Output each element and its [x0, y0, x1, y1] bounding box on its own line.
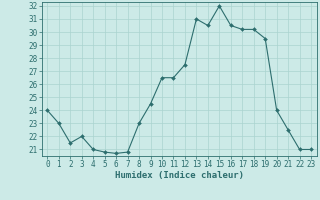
- X-axis label: Humidex (Indice chaleur): Humidex (Indice chaleur): [115, 171, 244, 180]
